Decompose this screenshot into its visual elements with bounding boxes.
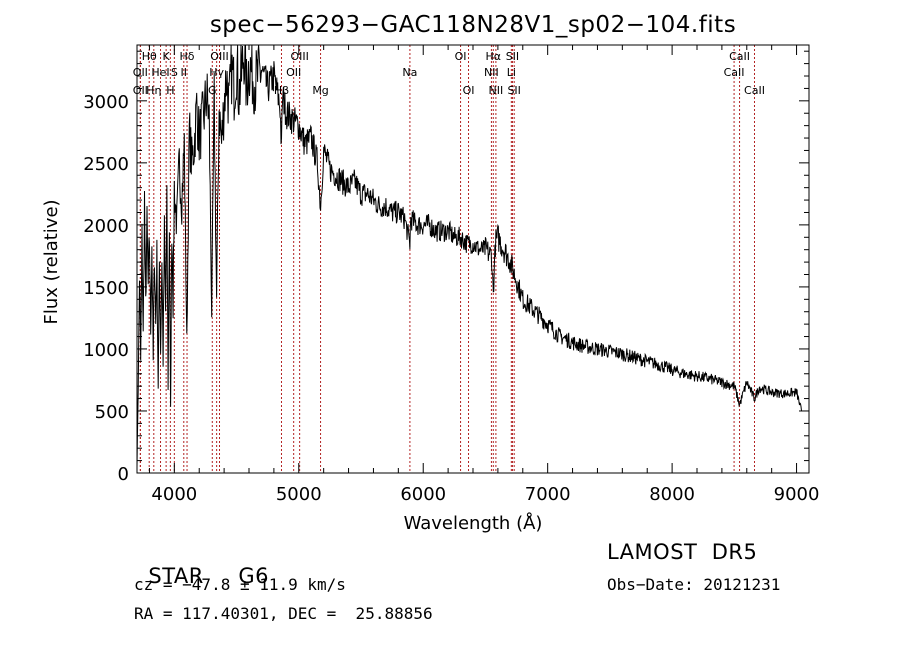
redshift-velocity: cz = −47.8 ± 11.9 km/s xyxy=(134,575,346,594)
line-label-1: OII xyxy=(133,66,148,79)
line-label-21: SII xyxy=(506,50,519,63)
flux-series xyxy=(136,44,802,468)
line-label-23: Li xyxy=(507,66,516,79)
y-tick-label-0: 0 xyxy=(118,464,129,485)
line-label-3: K xyxy=(163,50,171,63)
y-tick-label-2000: 2000 xyxy=(83,216,129,237)
spectral-line-markers xyxy=(139,45,755,473)
line-label-22: NII xyxy=(484,66,499,79)
x-tick-label-7000: 7000 xyxy=(525,484,571,505)
y-tick-label-1000: 1000 xyxy=(83,340,129,361)
line-label-28: CaII xyxy=(744,84,765,97)
line-label-10: OIII xyxy=(210,50,228,63)
chart-title: spec−56293−GAC118N28V1_sp02−104.fits xyxy=(210,12,736,38)
y-tick-label-1500: 1500 xyxy=(83,278,129,299)
line-label-12: G xyxy=(208,84,217,97)
line-label-17: Na xyxy=(402,66,417,79)
x-tick-label-8000: 8000 xyxy=(649,484,695,505)
x-tick-label-6000: 6000 xyxy=(400,484,446,505)
object-class: STAR xyxy=(134,540,204,588)
y-tick-label-2500: 2500 xyxy=(83,154,129,175)
line-label-0: Hθ xyxy=(142,50,157,63)
line-label-14: OII xyxy=(286,66,301,79)
line-label-7: H xyxy=(166,84,174,97)
line-label-25: SII xyxy=(507,84,520,97)
line-label-4: HeI xyxy=(151,66,169,79)
x-axis-label: Wavelength (Å) xyxy=(404,512,543,534)
class-label: STAR xyxy=(148,564,204,588)
y-tick-label-3000: 3000 xyxy=(83,92,129,113)
line-label-5: Hη xyxy=(146,84,161,97)
line-label-16: Mg xyxy=(312,84,328,97)
line-label-24: NII xyxy=(489,84,504,97)
line-label-6: S xyxy=(171,66,178,79)
y-axis-ticks: 0 500 1000 1500 2000 2500 3000 xyxy=(83,50,809,485)
line-label-20: Hα xyxy=(486,50,502,63)
subclass-label: G6 xyxy=(238,564,269,588)
y-axis-label: Flux (relative) xyxy=(41,199,62,324)
line-label-19: OI xyxy=(463,84,475,97)
x-tick-label-4000: 4000 xyxy=(151,484,197,505)
line-label-18: OI xyxy=(455,50,467,63)
line-label-11: Hγ xyxy=(209,66,224,79)
x-tick-label-5000: 5000 xyxy=(276,484,322,505)
observation-date: Obs−Date: 20121231 xyxy=(607,575,781,594)
survey-name: LAMOST DR5 xyxy=(607,540,758,564)
coordinates: RA = 117.40301, DEC = 25.88856 xyxy=(134,604,433,623)
line-label-8: Hδ xyxy=(180,50,195,63)
line-label-27: CaII xyxy=(724,66,745,79)
y-tick-label-500: 500 xyxy=(95,402,129,423)
flux-line xyxy=(136,44,802,468)
object-subclass: G6 xyxy=(224,540,269,588)
line-label-26: CaII xyxy=(729,50,750,63)
line-label-13: OIII xyxy=(290,50,308,63)
x-tick-label-9000: 9000 xyxy=(774,484,820,505)
line-label-9: II xyxy=(181,66,188,79)
x-axis-ticks: 4000 5000 6000 7000 8000 9000 xyxy=(148,45,820,505)
